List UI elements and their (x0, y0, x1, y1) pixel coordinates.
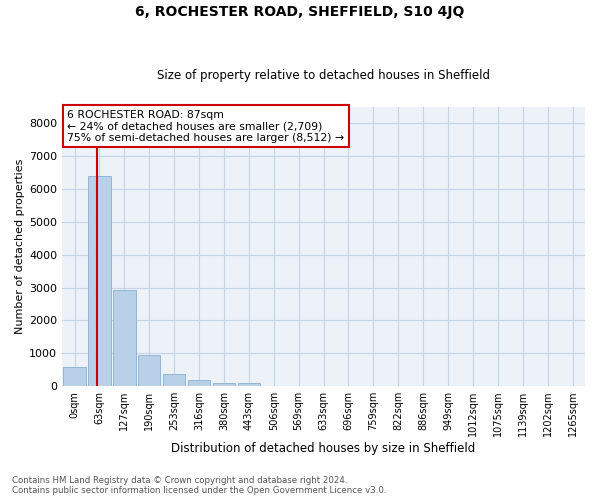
Text: 6, ROCHESTER ROAD, SHEFFIELD, S10 4JQ: 6, ROCHESTER ROAD, SHEFFIELD, S10 4JQ (136, 5, 464, 19)
Bar (188, 380, 210, 386)
Text: 6 ROCHESTER ROAD: 87sqm
← 24% of detached houses are smaller (2,709)
75% of semi: 6 ROCHESTER ROAD: 87sqm ← 24% of detache… (67, 110, 344, 143)
Bar (138, 354, 160, 386)
Bar (163, 374, 185, 386)
Bar (64, 367, 86, 386)
Bar (113, 290, 136, 386)
Bar (88, 176, 111, 386)
Title: Size of property relative to detached houses in Sheffield: Size of property relative to detached ho… (157, 69, 490, 82)
Bar (213, 382, 235, 386)
Bar (238, 384, 260, 386)
X-axis label: Distribution of detached houses by size in Sheffield: Distribution of detached houses by size … (172, 442, 476, 455)
Text: Contains HM Land Registry data © Crown copyright and database right 2024.
Contai: Contains HM Land Registry data © Crown c… (12, 476, 386, 495)
Y-axis label: Number of detached properties: Number of detached properties (15, 158, 25, 334)
